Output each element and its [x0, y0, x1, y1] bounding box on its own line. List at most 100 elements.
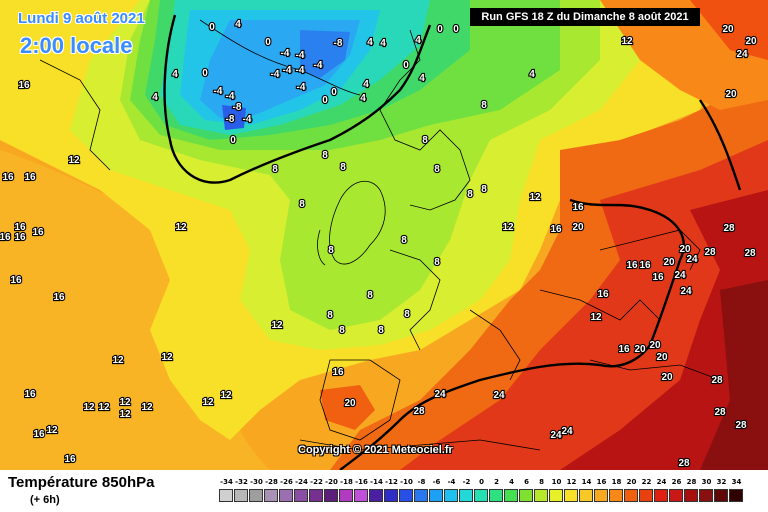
legend-color-swatch [699, 489, 713, 502]
legend-color-swatch [579, 489, 593, 502]
legend-color-swatch [219, 489, 233, 502]
isotherm-value-label: 12 [202, 397, 214, 408]
isotherm-value-label: -4 [214, 86, 223, 97]
isotherm-value-label: 8 [404, 309, 410, 320]
legend-color-swatch [429, 489, 443, 502]
isotherm-value-label: 8 [272, 164, 278, 175]
legend-tick-label: 30 [701, 478, 712, 486]
isotherm-value-label: 16 [550, 224, 562, 235]
coast-scandinavia [379, 29, 471, 211]
isotherm-value-label: 28 [744, 248, 756, 259]
isotherm-value-label: 24 [674, 270, 686, 281]
isotherms [163, 14, 742, 470]
isotherm-value-label: 8 [378, 325, 384, 336]
legend-color-swatch [399, 489, 413, 502]
isotherm-value-label: -4 [226, 91, 235, 102]
isotherm-value-label: 20 [344, 398, 356, 409]
legend-tick-label: 34 [731, 478, 742, 486]
isotherm-value-label: 12 [271, 320, 283, 331]
isotherm-value-label: 16 [33, 429, 45, 440]
isotherm-value-label: 20 [656, 352, 668, 363]
legend-color-swatch [564, 489, 578, 502]
legend-color-swatch [549, 489, 563, 502]
isotherm-value-label: 8 [340, 162, 346, 173]
legend-tick-label: -34 [220, 478, 233, 486]
isotherm-value-label: -8 [334, 38, 343, 49]
legend-color-swatch [624, 489, 638, 502]
isotherm-0 [163, 14, 432, 184]
isotherm-value-label: 8 [434, 257, 440, 268]
legend-tick-label: -22 [310, 478, 323, 486]
isotherm-value-label: 16 [32, 227, 44, 238]
legend-tick-label: 22 [641, 478, 652, 486]
isotherm-value-label: 4 [380, 38, 386, 49]
legend-tick-label: -6 [432, 478, 441, 486]
legend-color-swatch [474, 489, 488, 502]
isotherm-value-label: 8 [327, 310, 333, 321]
isotherm-value-label: 16 [18, 80, 30, 91]
coastlines [39, 19, 721, 451]
legend-tick-label: 6 [524, 478, 529, 486]
isotherm-value-label: 16 [14, 222, 26, 233]
forecast-date-title: Lundi 9 août 2021 [18, 10, 145, 27]
legend-tick-label: 14 [581, 478, 592, 486]
isotherm-value-label: -4 [243, 114, 252, 125]
legend-tick-label: -12 [385, 478, 398, 486]
legend-tick-label: -18 [340, 478, 353, 486]
field-band-30 [700, 280, 768, 470]
isotherm-value-label: 0 [230, 135, 236, 146]
isotherm-value-label: 16 [24, 389, 36, 400]
isotherm-value-label: 28 [723, 223, 735, 234]
isotherm-value-label: 16 [618, 344, 630, 355]
isotherm-value-label: -4 [271, 69, 280, 80]
legend-tick-label: 2 [494, 478, 499, 486]
coast-ireland [317, 229, 326, 266]
isotherm-value-label: 28 [714, 407, 726, 418]
isotherm-value-label: 24 [686, 254, 698, 265]
isotherm-20-east [699, 99, 742, 191]
isotherm-value-label: -4 [314, 60, 323, 71]
isotherm-value-label: 24 [550, 430, 562, 441]
isotherm-value-label: 28 [413, 406, 425, 417]
isotherm-value-label: 20 [572, 222, 584, 233]
isotherm-20 [339, 198, 685, 470]
isotherm-value-label: 12 [529, 192, 541, 203]
coast-italy [469, 309, 521, 381]
isotherm-value-label: 0 [209, 22, 215, 33]
isotherm-value-label: 8 [299, 199, 305, 210]
isotherm-value-label: 0 [265, 37, 271, 48]
legend-color-swatch [519, 489, 533, 502]
isotherm-value-label: 4 [360, 93, 366, 104]
isotherm-value-label: 20 [661, 372, 673, 383]
isotherm-value-label: 4 [529, 69, 535, 80]
legend-tick-label: 26 [671, 478, 682, 486]
isotherm-value-label: 12 [220, 390, 232, 401]
isotherm-value-label: 0 [437, 24, 443, 35]
legend-tick-label: -30 [250, 478, 263, 486]
isotherm-value-label: 8 [467, 189, 473, 200]
isotherm-value-label: 20 [679, 244, 691, 255]
legend-tick-label: -10 [400, 478, 413, 486]
isotherm-value-label: 8 [401, 235, 407, 246]
coast-greenland [199, 19, 361, 96]
field-core-minus8 [222, 105, 246, 130]
legend-color-swatch [354, 489, 368, 502]
legend-color-swatch [309, 489, 323, 502]
legend-tick-label: -16 [355, 478, 368, 486]
isotherm-value-label: 8 [434, 164, 440, 175]
isotherm-value-label: 12 [68, 155, 80, 166]
legend-tick-label: 8 [539, 478, 544, 486]
isotherm-value-label: 4 [235, 19, 241, 30]
legend-color-swatch [639, 489, 653, 502]
isotherm-value-label: 24 [493, 390, 505, 401]
legend-tick-label: 12 [566, 478, 577, 486]
isotherm-value-label: -4 [283, 65, 292, 76]
coast-iberia [319, 359, 401, 441]
legend-tick-label: 18 [611, 478, 622, 486]
legend-color-swatch [654, 489, 668, 502]
isotherm-value-label: 4 [415, 35, 421, 46]
isotherm-value-label: 24 [680, 286, 692, 297]
legend-color-swatch [684, 489, 698, 502]
legend-color-swatch [609, 489, 623, 502]
isotherm-value-label: 0 [322, 95, 328, 106]
